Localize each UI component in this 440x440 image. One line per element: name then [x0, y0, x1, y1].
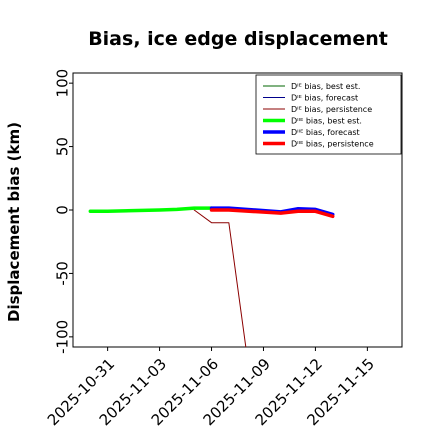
y-tick-label: 0: [53, 205, 71, 215]
series-line-3: [88, 206, 214, 214]
series-line-5: [209, 208, 335, 219]
y-tick-label: -100: [53, 320, 71, 354]
y-axis: 100 50 0 -50 -100: [53, 69, 73, 354]
legend-label: Dᴵᴵᴱ bias, forecast: [291, 128, 360, 137]
legend-label: Dᴵᴵᴱ bias, persistence: [291, 139, 374, 148]
series-line-2: [193, 209, 247, 347]
series-line-4: [209, 206, 335, 217]
chart-title: Bias, ice edge displacement: [88, 28, 388, 50]
x-axis: 2025-10-312025-11-032025-11-062025-11-09…: [44, 347, 378, 429]
legend-label: Dᴵᴱ bias, forecast: [291, 93, 358, 102]
legend-box: [255, 74, 402, 155]
y-tick-label: 100: [53, 69, 71, 98]
legend: Dᴵᴱ bias, best est. Dᴵᴱ bias, forecast Dᴵᴱ…: [255, 74, 402, 155]
y-tick-label: -50: [53, 261, 71, 286]
y-tick-label: 50: [53, 137, 71, 156]
legend-label: Dᴵᴱ bias, persistence: [291, 105, 372, 114]
y-axis-label: Displacement bias (km): [5, 122, 23, 322]
legend-label: Dᴵᴱ bias, best est.: [291, 82, 360, 91]
legend-label: Dᴵᴵᴱ bias, best est.: [291, 116, 362, 125]
series-layer: [88, 206, 335, 347]
